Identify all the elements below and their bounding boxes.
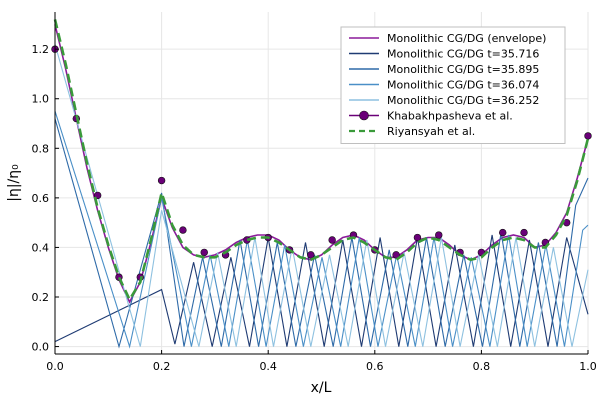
legend-label: Khabakhpasheva et al. xyxy=(387,110,513,123)
legend-label: Monolithic CG/DG t=35.716 xyxy=(387,48,539,61)
data-point xyxy=(179,226,187,234)
x-tick-label: 0.4 xyxy=(259,360,277,373)
y-tick-label: 0.8 xyxy=(32,142,50,155)
legend-label: Monolithic CG/DG t=36.074 xyxy=(387,79,539,92)
y-tick-label: 0.4 xyxy=(32,241,50,254)
axes: 0.0 0.2 0.4 0.6 0.8 1.0 0.0 0.2 0.4 0.6 0.8 1.0 1.2 xyxy=(32,12,597,373)
x-tick-label: 0.2 xyxy=(153,360,171,373)
series-line xyxy=(54,44,589,347)
x-tick-label: 0.6 xyxy=(366,360,384,373)
data-point xyxy=(328,236,336,244)
data-point xyxy=(413,233,422,242)
y-tick-label: 1.2 xyxy=(32,43,50,56)
data-point xyxy=(584,132,592,140)
series-line xyxy=(54,118,589,349)
series-markers xyxy=(51,45,592,281)
series-group xyxy=(51,19,592,349)
legend-label: Monolithic CG/DG t=36.252 xyxy=(387,94,539,107)
y-tick-label: 1.0 xyxy=(32,93,50,106)
data-point xyxy=(435,231,443,239)
data-point xyxy=(307,251,315,259)
data-point xyxy=(520,228,528,237)
y-tick-label: 0.6 xyxy=(32,192,50,205)
x-axis-label: x/L xyxy=(311,380,332,396)
series-line xyxy=(54,234,589,347)
legend-label: Riyansyah et al. xyxy=(387,125,475,138)
legend-marker xyxy=(359,110,369,121)
data-point xyxy=(157,176,166,185)
legend-label: Monolithic CG/DG (envelope) xyxy=(387,32,546,45)
y-axis-label: |η|/η₀ xyxy=(6,164,22,202)
x-tick-label: 0.8 xyxy=(473,360,491,373)
data-point xyxy=(200,248,208,257)
x-tick-label: 0.0 xyxy=(46,360,64,373)
legend-label: Monolithic CG/DG t=35.895 xyxy=(387,63,539,76)
y-tick-label: 0.0 xyxy=(32,341,50,354)
data-point xyxy=(499,228,507,237)
legend: Monolithic CG/DG (envelope) Monolithic CG… xyxy=(340,26,566,144)
series-line xyxy=(54,110,589,349)
x-tick-label: 1.0 xyxy=(579,360,597,373)
series-line xyxy=(53,19,590,303)
y-tick-label: 0.2 xyxy=(32,291,50,304)
